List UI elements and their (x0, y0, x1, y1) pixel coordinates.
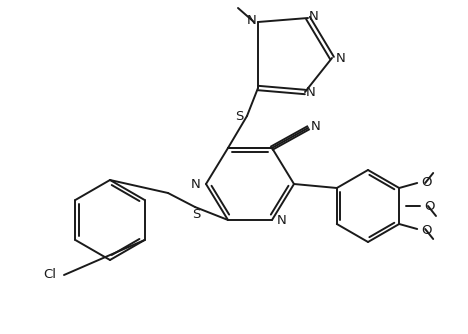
Text: N: N (336, 51, 346, 64)
Text: S: S (192, 208, 200, 221)
Text: O: O (424, 199, 434, 212)
Text: N: N (311, 120, 321, 133)
Text: N: N (306, 87, 316, 100)
Text: O: O (421, 223, 431, 236)
Text: N: N (309, 10, 319, 23)
Text: N: N (191, 177, 201, 190)
Text: Cl: Cl (44, 269, 57, 282)
Text: O: O (421, 175, 431, 188)
Text: N: N (277, 213, 287, 226)
Text: N: N (247, 14, 257, 27)
Text: S: S (235, 110, 243, 123)
